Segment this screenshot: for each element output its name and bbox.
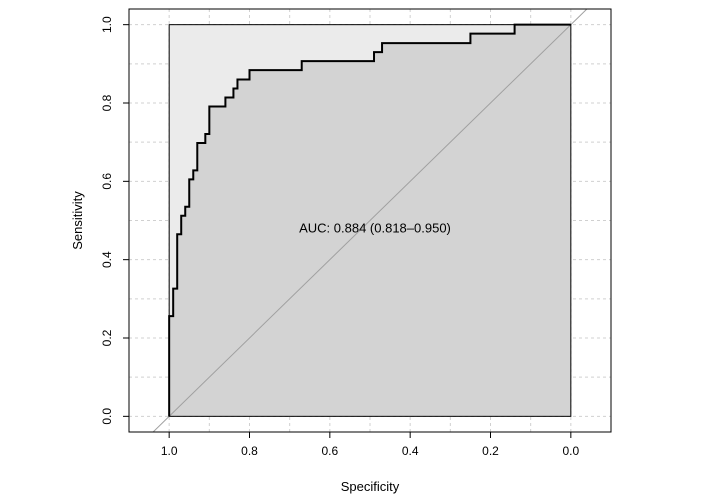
curve-boundary-box [168,24,572,417]
y-tick-label: 0.0 [100,408,114,425]
reference-diagonal [152,9,588,432]
x-axis-title: Specificity [341,479,400,494]
x-axis: 1.0 0.8 0.6 0.4 0.2 0.0 [161,432,579,458]
y-tick-label: 1.0 [100,16,114,33]
y-tick-label: 0.4 [100,251,114,268]
x-tick-label: 0.6 [321,444,338,458]
plot-frame [128,8,612,433]
y-axis-title: Sensitivity [70,191,85,250]
auc-annotation: AUC: 0.884 (0.818–0.950) [299,220,451,235]
roc-curve-line [168,23,571,417]
x-tick-label: 0.4 [402,444,419,458]
x-tick-label: 0.8 [241,444,258,458]
y-axis: 0.0 0.2 0.4 0.6 0.8 1.0 [100,16,129,425]
x-tick-label: 1.0 [161,444,178,458]
x-tick-label: 0.0 [562,444,579,458]
x-tick-label: 0.2 [482,444,499,458]
y-tick-label: 0.2 [100,329,114,346]
y-tick-label: 0.8 [100,94,114,111]
y-tick-label: 0.6 [100,173,114,190]
